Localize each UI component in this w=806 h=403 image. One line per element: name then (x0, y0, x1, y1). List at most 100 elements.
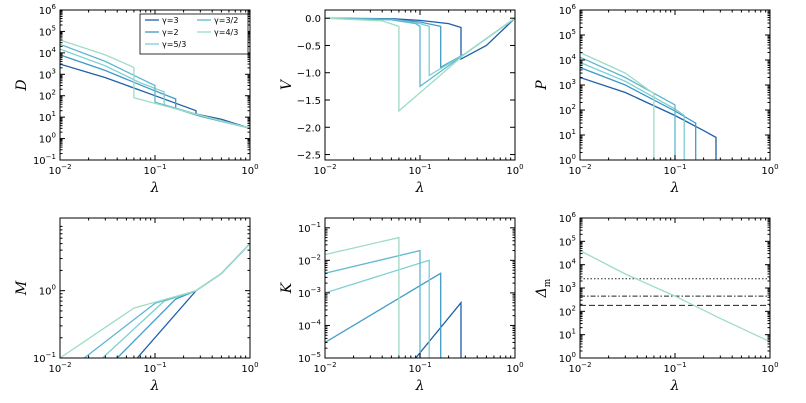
series-group (580, 250, 770, 343)
legend-box (139, 13, 249, 55)
y-axis-label: P (534, 80, 550, 91)
y-tick-label: 10−1 (33, 351, 56, 365)
series-line-M-2 (102, 243, 250, 358)
y-tick-label: 104 (39, 46, 57, 60)
y-axis-label: Δm (534, 278, 553, 298)
x-axis-label: λ (150, 180, 160, 196)
series-line-D-1 (60, 54, 250, 129)
y-tick-label: 106 (39, 3, 57, 17)
y-tick-label: 102 (559, 103, 576, 117)
y-axis-label: K (279, 281, 295, 294)
series-group (60, 243, 250, 358)
y-tick-label: −2.5 (297, 151, 321, 162)
series-line-D-0 (60, 63, 250, 129)
y-tick-label: 101 (559, 128, 576, 142)
x-tick-label: 100 (241, 361, 258, 375)
x-tick-label: 10−2 (313, 163, 336, 177)
y-axis-label: D (14, 79, 30, 91)
y-tick-label: 10−5 (298, 351, 321, 365)
x-tick-label: 10−1 (143, 361, 166, 375)
series-line-K-4 (325, 236, 400, 358)
legend-label: γ=3 (162, 16, 179, 25)
x-axis-label: λ (415, 378, 425, 394)
y-tick-label: 101 (559, 328, 576, 342)
y-tick-label: 10−4 (298, 318, 322, 332)
panel-V: 10−2 10−1 100 0.0 −0.5 −1.0 −1.5 −2.0 −2.5 λ V (279, 9, 524, 196)
x-axis-label: λ (415, 180, 425, 196)
y-tick-label: −1.5 (297, 96, 321, 107)
y-tick-label: 102 (39, 89, 56, 103)
series-line-D-4 (60, 39, 250, 129)
legend-label: γ=3/2 (214, 16, 238, 25)
panel-P: 10−2 10−1 100 100 101 102 103 104 105 106 λ P (534, 3, 779, 196)
y-axis-label: V (279, 78, 295, 90)
panel-K: 10−2 10−1 100 10−5 10−4 10−3 10−2 10−1 λ K (279, 217, 524, 394)
x-tick-label: 10−1 (408, 163, 431, 177)
legend: γ=3 γ=3/2 γ=2 γ=4/3 γ=5/3 (139, 13, 249, 55)
y-tick-label: 105 (559, 234, 576, 248)
y-tick-label: 103 (559, 281, 576, 295)
series-line-V-3 (325, 17, 515, 88)
series-line-D-3 (60, 43, 250, 129)
x-tick-label: 100 (506, 361, 523, 375)
x-tick-label: 10−2 (568, 361, 591, 375)
x-tick-label: 10−2 (313, 361, 336, 375)
legend-label: γ=5/3 (162, 40, 186, 49)
series-line-K-1 (325, 272, 442, 358)
y-tick-label: 10−1 (33, 153, 56, 167)
series-line-M-1 (116, 243, 250, 358)
y-tick-label: 10−2 (298, 253, 321, 267)
y-tick-label: 10−3 (298, 286, 321, 300)
x-axis-label: λ (670, 180, 680, 196)
x-tick-label: 100 (761, 163, 778, 177)
panel-D: 10−2 10−1 10010−1100101102103104105106λDγ=… (14, 3, 259, 196)
y-tick-label: 103 (559, 78, 576, 92)
y-tick-label: 101 (39, 110, 56, 124)
series-line-K-3 (325, 249, 421, 358)
y-tick-label: −2.0 (297, 123, 321, 134)
x-tick-label: 10−1 (408, 361, 431, 375)
y-tick-label: 102 (559, 304, 576, 318)
y-tick-label: 105 (559, 28, 576, 42)
x-tick-label: 10−1 (663, 361, 686, 375)
series-line-P-2 (580, 61, 685, 160)
y-tick-label: 100 (559, 351, 576, 365)
series-line-V-0 (325, 17, 515, 61)
y-tick-label: 106 (559, 211, 577, 225)
series-line-K-2 (325, 259, 430, 358)
x-axis-label: λ (670, 378, 680, 394)
panel-Dm: 10−2 10−1 100 100 101 102 103 104 105 106 λ Δm (534, 211, 779, 394)
series-group (580, 51, 717, 160)
y-tick-label: 106 (559, 3, 577, 17)
x-tick-label: 10−2 (48, 163, 71, 177)
y-tick-label: −1.0 (297, 69, 321, 80)
y-tick-label: 103 (39, 67, 56, 81)
series-line-P-4 (580, 51, 655, 160)
x-tick-label: 10−1 (143, 163, 166, 177)
y-tick-label: 104 (559, 258, 577, 272)
series-line-P-0 (580, 76, 717, 160)
axes-frame (579, 217, 771, 359)
y-tick-label: 100 (39, 284, 56, 298)
x-axis-label: λ (150, 378, 160, 394)
legend-label: γ=2 (162, 28, 179, 37)
x-tick-label: 10−2 (48, 361, 71, 375)
y-tick-label: −0.5 (297, 41, 321, 52)
series-group (325, 17, 515, 113)
series-line-K-0 (415, 300, 462, 358)
x-tick-label: 10−2 (568, 163, 591, 177)
y-tick-label: 104 (559, 53, 577, 67)
series-line-M-4 (60, 243, 250, 358)
series-group (60, 39, 250, 129)
x-tick-label: 100 (506, 163, 523, 177)
legend-label: γ=4/3 (214, 28, 238, 37)
y-tick-label: 100 (559, 153, 576, 167)
x-tick-label: 100 (241, 163, 258, 177)
y-tick-label: 105 (39, 24, 56, 38)
x-tick-label: 100 (761, 361, 778, 375)
series-line-Dm-0 (580, 250, 770, 343)
x-tick-label: 10−1 (663, 163, 686, 177)
series-line-V-4 (325, 17, 515, 113)
